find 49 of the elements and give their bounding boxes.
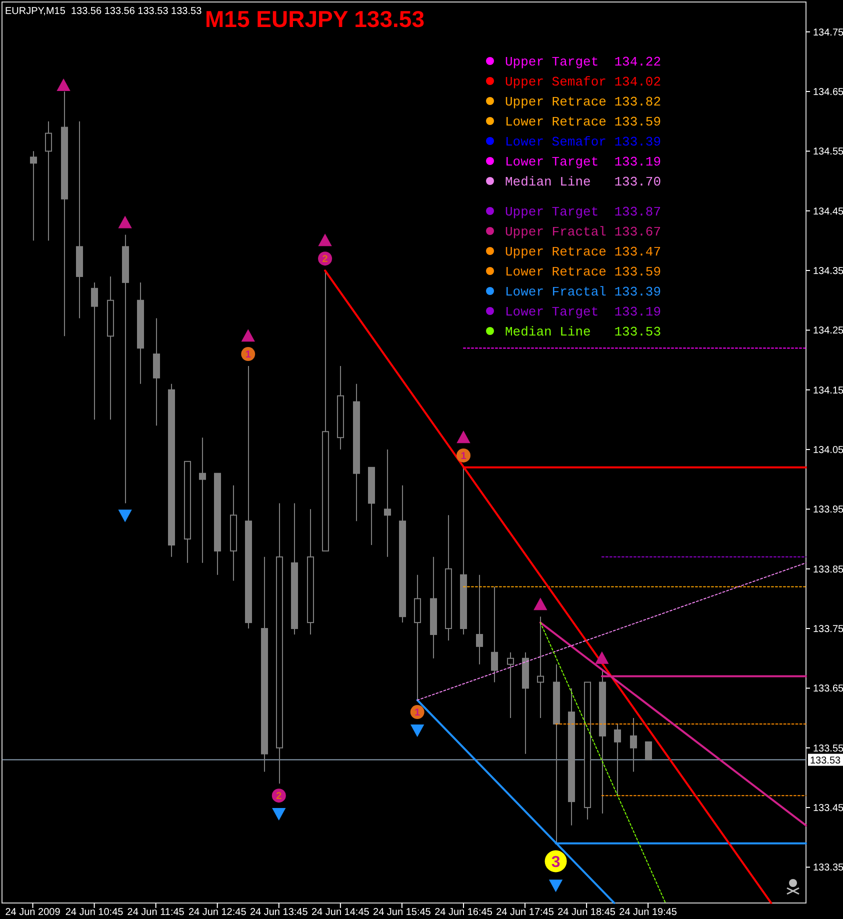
annotation: Upper Retrace 133.82 [505, 94, 662, 110]
chart-subtitle: EURJPY,M15 133.56 133.56 133.53 133.53 [5, 6, 202, 17]
annotation: Upper Fractal 133.67 [505, 224, 662, 240]
annotation: 3 [551, 854, 560, 871]
y-tick-label: 133.35 [813, 862, 843, 874]
y-tick-label: 133.95 [813, 504, 843, 516]
annotation: Lower Fractal 133.39 [505, 284, 662, 300]
x-tick-label: 24 Jun 2009 [5, 907, 61, 918]
x-tick-label: 24 Jun 17:45 [496, 907, 554, 918]
y-tick-label: 134.65 [813, 87, 843, 98]
annotation: Median Line 133.70 [505, 174, 662, 190]
y-tick-label: 134.75 [813, 27, 843, 38]
x-tick-label: 24 Jun 18:45 [558, 907, 616, 918]
annotation: Lower Retrace 133.59 [505, 264, 662, 280]
x-tick-label: 24 Jun 10:45 [65, 907, 124, 918]
y-tick-label: 134.55 [813, 146, 843, 158]
x-tick-label: 24 Jun 19:45 [619, 907, 678, 918]
y-tick-label: 134.45 [813, 206, 843, 218]
annotation: Upper Semafor 134.02 [505, 74, 662, 90]
annotation: Median Line 133.53 [505, 324, 662, 340]
x-tick-label: 24 Jun 16:45 [434, 907, 493, 918]
y-tick-label: 133.55 [813, 743, 843, 754]
x-tick-label: 24 Jun 11:45 [127, 907, 185, 918]
x-tick-label: 24 Jun 13:45 [250, 907, 308, 918]
annotation: Lower Target 133.19 [505, 154, 662, 170]
y-tick-label: 133.85 [813, 564, 843, 576]
y-tick-label: 133.65 [813, 684, 843, 695]
annotation: 1 [245, 350, 252, 361]
y-tick-label: 133.45 [813, 803, 843, 814]
x-tick-label: 24 Jun 14:45 [312, 907, 370, 918]
y-tick-label: 134.05 [813, 445, 843, 456]
annotation: Upper Target 133.87 [505, 204, 662, 220]
y-tick-label: 134.25 [813, 326, 843, 337]
y-tick-label: 134.35 [813, 266, 843, 278]
annotation: Upper Target 134.22 [505, 54, 662, 70]
annotation: 1 [414, 708, 421, 719]
x-tick-label: 24 Jun 12:45 [188, 907, 247, 918]
chart-title: M15 EURJPY 133.53 [205, 6, 424, 32]
annotation: 2 [276, 791, 282, 802]
annotation: Lower Retrace 133.59 [505, 114, 662, 130]
annotation: 1 [460, 450, 467, 462]
y-tick-label: 133.75 [813, 624, 843, 636]
annotation: Lower Semafor 133.39 [505, 134, 662, 150]
annotation: 2 [322, 254, 328, 266]
annotation: Upper Retrace 133.47 [505, 244, 662, 260]
x-tick-label: 24 Jun 15:45 [373, 907, 432, 918]
y-tick-label: 134.15 [813, 385, 843, 396]
annotation: Lower Target 133.19 [505, 304, 662, 320]
ref-line-label: 133.53 [810, 755, 842, 766]
